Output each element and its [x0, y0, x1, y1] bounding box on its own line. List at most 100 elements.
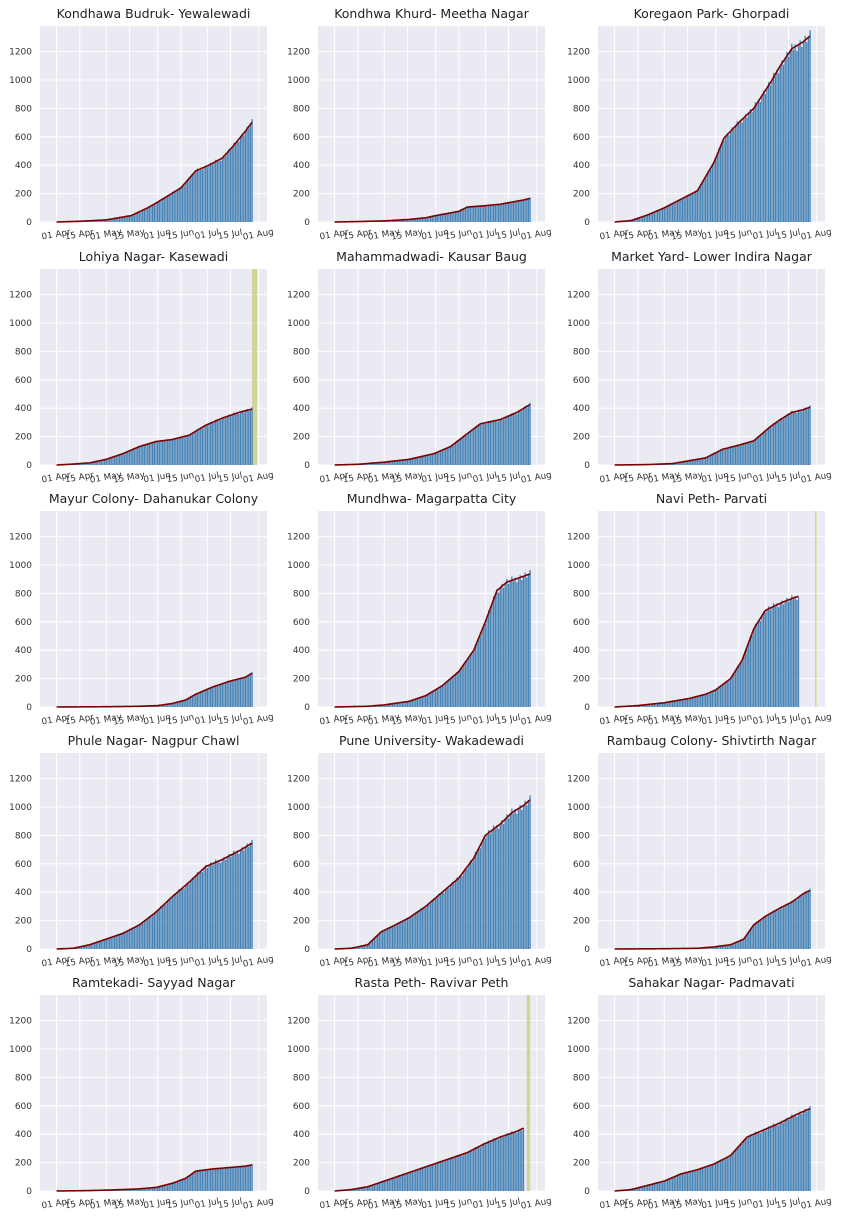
chart-panel: Lohiya Nagar- Kasewadi 0 200 400 600 800 1000 1… [0, 249, 287, 495]
bar [219, 862, 222, 949]
y-tick-label: 1200 [567, 291, 590, 301]
bar [476, 426, 478, 465]
bar [431, 1164, 433, 1191]
y-tick-label: 600 [293, 376, 310, 386]
bar [459, 438, 462, 465]
bar [425, 695, 427, 707]
bar [721, 945, 723, 949]
bar [238, 141, 240, 222]
bar [453, 883, 455, 949]
bar [428, 693, 430, 707]
bar [642, 1186, 644, 1191]
bar [446, 447, 448, 465]
bar [388, 1179, 390, 1191]
bar [459, 668, 462, 707]
bar [89, 462, 91, 465]
bar [749, 108, 752, 222]
bar [791, 900, 793, 949]
y-tick-label: 0 [26, 218, 32, 228]
bar [506, 1133, 508, 1191]
bar [710, 947, 712, 949]
bar [145, 919, 147, 949]
bar [248, 675, 250, 707]
bar [150, 915, 152, 949]
chart-panel: Pune University- Wakadewadi 0 200 400 600 800… [278, 733, 565, 979]
bar [736, 444, 738, 465]
bar [446, 680, 448, 707]
bar [739, 940, 742, 949]
bar [196, 872, 199, 949]
bar [233, 679, 235, 707]
bar [378, 462, 380, 465]
x-tick-label: 15 Jul [775, 713, 801, 727]
bar [753, 924, 755, 949]
bar [652, 212, 654, 222]
bar [683, 197, 685, 222]
bar [246, 126, 248, 222]
bar [381, 705, 384, 707]
bar [768, 606, 770, 707]
bar [150, 442, 152, 465]
bar [728, 135, 730, 222]
y-tick-label: 0 [584, 218, 590, 228]
bar [193, 695, 195, 707]
bar [410, 1171, 412, 1191]
x-tick-label: 15 Jun [724, 471, 753, 486]
bar [512, 1133, 515, 1191]
x-tick-label: 01 Aug [800, 227, 832, 242]
bar [466, 868, 468, 949]
bar [772, 603, 775, 707]
bar [681, 1173, 684, 1191]
bar [210, 422, 212, 465]
bar [759, 620, 762, 707]
bar [400, 1175, 402, 1191]
bar [352, 1189, 354, 1191]
bar [135, 447, 137, 465]
bar [784, 1120, 786, 1191]
bar [378, 1182, 380, 1191]
bar [198, 1170, 200, 1191]
bar [137, 1188, 139, 1191]
bar [686, 699, 689, 707]
bar [158, 705, 160, 707]
bar [708, 456, 710, 465]
bar [213, 686, 215, 707]
bar [236, 678, 238, 707]
bar [403, 920, 405, 949]
bar [779, 603, 781, 707]
bar [416, 218, 419, 222]
bar [673, 1177, 675, 1191]
bar [758, 619, 760, 707]
y-tick-label: 400 [293, 888, 310, 898]
bar [153, 442, 155, 465]
bar [516, 1133, 518, 1191]
bar [393, 925, 395, 949]
bar [201, 872, 204, 949]
bar [401, 1174, 404, 1191]
chart-panel: Kondhawa Budruk- Yewalewadi 0 200 400 600 800… [0, 6, 287, 252]
bar [425, 217, 427, 222]
bar [362, 1187, 364, 1191]
bar [231, 680, 233, 707]
bar [411, 219, 414, 222]
bar [183, 700, 185, 707]
bar [763, 1128, 765, 1191]
bar [686, 461, 689, 465]
bar [368, 943, 371, 949]
bar [678, 700, 680, 707]
bar [439, 214, 442, 222]
bar [782, 64, 785, 222]
bar [173, 191, 175, 222]
bar [444, 889, 447, 949]
bar [802, 893, 805, 949]
bar [426, 455, 429, 465]
bar [214, 419, 217, 465]
y-tick-label: 800 [293, 104, 310, 114]
bar [224, 418, 227, 465]
y-tick-label: 400 [573, 1130, 590, 1140]
bar [388, 461, 390, 465]
bar [743, 939, 745, 949]
bar [471, 653, 473, 707]
bar [385, 1180, 387, 1191]
